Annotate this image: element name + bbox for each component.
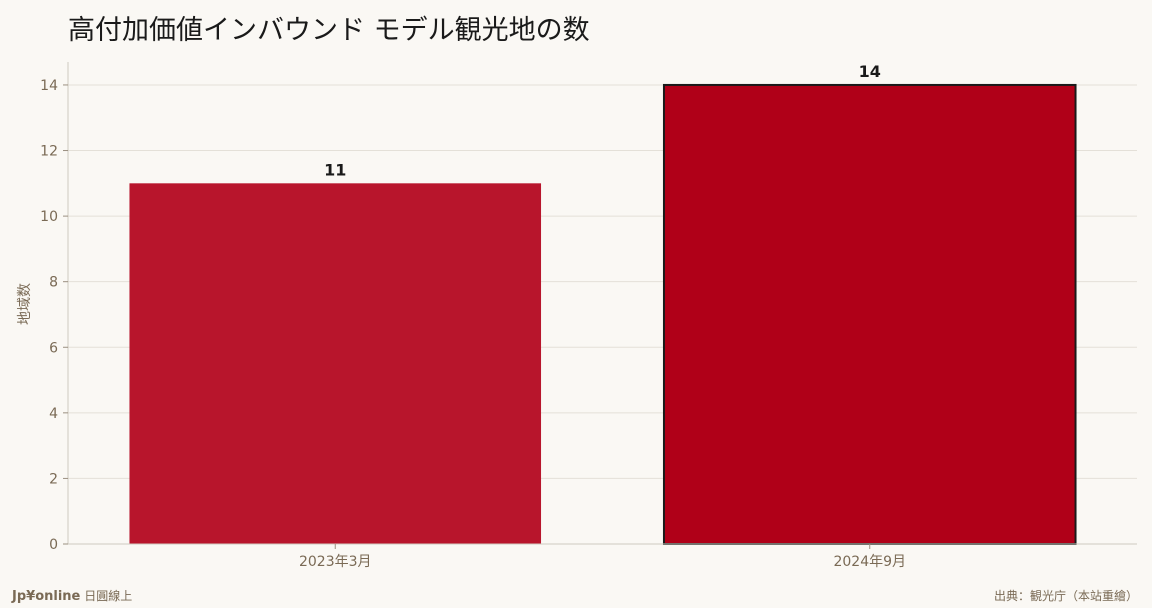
y-tick-label: 4 — [49, 406, 58, 422]
y-tick-label: 10 — [40, 209, 58, 225]
y-tick-label: 8 — [49, 275, 58, 291]
footer-source: 出典：観光庁（本站重繪） — [993, 589, 1138, 603]
chart-title: 高付加価値インバウンド モデル観光地の数 — [68, 15, 590, 46]
axes — [67, 62, 1137, 545]
data-labels: 11 14 — [324, 62, 881, 179]
footer-brand: Jp¥online 日圓線上 — [12, 587, 132, 604]
bars — [129, 83, 1077, 545]
y-tick-label: 6 — [49, 340, 58, 356]
x-tick-label: 2024年9月 — [833, 554, 906, 570]
brand-suffix: 日圓線上 — [84, 589, 133, 603]
y-tick-label: 2 — [49, 471, 58, 487]
data-label: 11 — [324, 160, 346, 179]
bar-1 — [129, 183, 542, 544]
brand-name: Jp¥online — [12, 589, 81, 604]
y-tick-label: 12 — [40, 144, 58, 160]
y-tick-label: 14 — [40, 78, 58, 94]
y-tick-label: 0 — [49, 537, 58, 553]
x-tick-label: 2023年3月 — [299, 554, 372, 570]
data-label: 14 — [859, 62, 881, 81]
bar-2 — [662, 83, 1077, 545]
y-axis-label: 地域数 — [17, 283, 33, 325]
tick-labels: 0 2 4 6 8 10 12 14 2023年3月 2024年9月 — [40, 78, 906, 570]
